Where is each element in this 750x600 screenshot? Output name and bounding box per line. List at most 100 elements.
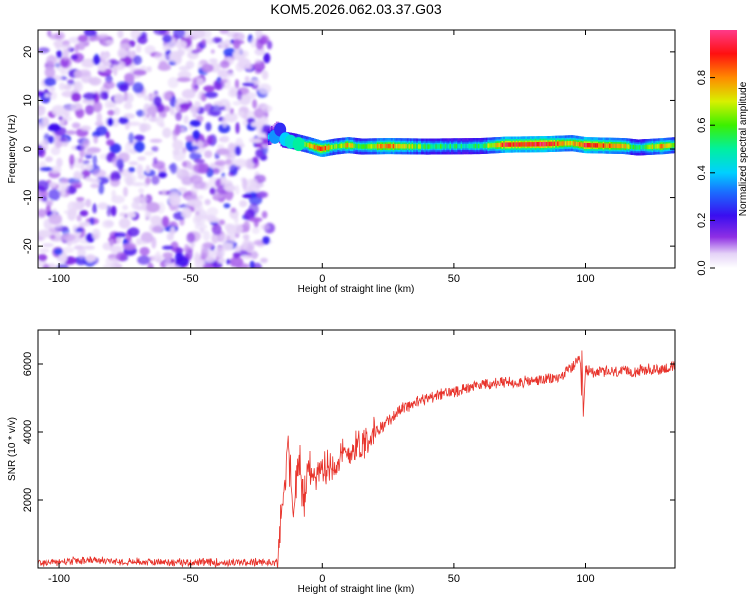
noise-blob: [234, 246, 240, 253]
noise-blob: [70, 54, 79, 60]
noise-blob: [229, 234, 236, 245]
noise-blob: [63, 110, 70, 118]
noise-blob: [185, 60, 195, 69]
band-spot: [292, 137, 305, 152]
noise-blob: [107, 109, 115, 116]
noise-blob: [93, 135, 98, 144]
noise-blob: [235, 184, 240, 195]
noise-blob: [214, 160, 227, 166]
noise-blob: [146, 106, 158, 115]
noise-blob: [242, 177, 248, 190]
noise-blob: [60, 75, 68, 81]
noise-blob: [183, 115, 189, 124]
noise-blob: [181, 176, 193, 185]
noise-blob: [118, 43, 132, 50]
noise-blob: [101, 52, 110, 60]
noise-blob: [241, 50, 249, 58]
noise-blob: [260, 257, 268, 264]
noise-blob: [102, 39, 107, 45]
noise-blob: [203, 85, 215, 92]
noise-blob: [92, 169, 107, 178]
y-tick-label: 20: [22, 46, 34, 58]
noise-blob: [167, 77, 179, 89]
signal-band: [267, 121, 675, 157]
noise-blob: [219, 233, 231, 244]
noise-blob: [253, 262, 262, 268]
noise-blob: [145, 211, 152, 219]
noise-blob: [146, 66, 152, 73]
noise-blob: [181, 207, 192, 219]
noise-blob: [78, 158, 83, 164]
noise-blob: [38, 260, 43, 268]
noise-blob: [44, 93, 50, 98]
noise-blob: [225, 158, 232, 165]
noise-blob: [138, 188, 145, 194]
noise-blob: [48, 213, 63, 225]
noise-blob: [48, 86, 56, 92]
noise-blob: [245, 158, 255, 170]
noise-blob: [85, 164, 93, 171]
snr-series: [38, 350, 675, 568]
y-tick-label: 0: [22, 146, 34, 152]
colorbar-ticks: 0.0 0.2 0.4 0.6 0.8: [696, 70, 715, 276]
noise-blob: [97, 65, 107, 72]
noise-blob: [235, 122, 240, 134]
colorbar-tick-label: 0.0: [696, 260, 708, 275]
noise-blob: [128, 132, 134, 144]
noise-blob: [88, 76, 102, 86]
noise-blob: [110, 205, 117, 217]
noise-blob: [261, 105, 273, 113]
noise-blob: [76, 214, 82, 222]
noise-blob: [153, 96, 162, 107]
noise-blob: [134, 134, 145, 141]
noise-blob: [81, 60, 94, 68]
noise-blob: [106, 117, 114, 127]
noise-blob: [97, 202, 109, 210]
noise-blob: [46, 55, 57, 65]
noise-blob: [106, 139, 115, 146]
noise-blob: [105, 131, 110, 139]
noise-blob: [174, 124, 181, 136]
noise-blob: [194, 101, 201, 109]
noise-blob: [229, 108, 234, 115]
noise-blob: [109, 173, 115, 181]
noise-blob: [71, 122, 81, 129]
noise-blob: [67, 79, 75, 86]
noise-blob: [133, 141, 145, 153]
noise-blob: [251, 250, 258, 260]
colorbar-tick-label: 0.8: [696, 70, 708, 85]
noise-blob: [68, 208, 78, 217]
noise-blob: [137, 174, 146, 180]
noise-blob: [206, 135, 213, 144]
noise-blob: [261, 70, 269, 80]
noise-blob: [91, 228, 101, 240]
noise-blob: [242, 240, 249, 249]
y-tick-label: 4000: [22, 420, 34, 444]
noise-blob: [196, 77, 204, 86]
noise-blob: [193, 180, 206, 190]
noise-blob: [104, 39, 115, 45]
noise-blob: [239, 200, 248, 208]
noise-blob: [181, 89, 196, 99]
noise-blob: [113, 107, 120, 116]
noise-blob: [200, 248, 209, 259]
noise-blob: [194, 223, 208, 230]
noise-blob: [260, 224, 270, 231]
noise-blob: [109, 239, 114, 247]
noise-blob: [193, 159, 205, 164]
noise-blob: [201, 63, 214, 73]
noise-blob: [139, 246, 150, 256]
noise-blob: [234, 145, 242, 156]
y-tick-label: -10: [22, 190, 34, 206]
noise-blob: [56, 50, 63, 59]
noise-blob: [221, 72, 235, 78]
noise-blob: [225, 102, 231, 112]
x-tick-label: -50: [183, 273, 199, 285]
noise-blob: [236, 89, 243, 101]
noise-blob: [98, 183, 105, 195]
noise-blob: [124, 72, 135, 82]
noise-blob: [250, 178, 258, 188]
noise-blob: [194, 251, 199, 260]
noise-blob: [49, 234, 56, 240]
